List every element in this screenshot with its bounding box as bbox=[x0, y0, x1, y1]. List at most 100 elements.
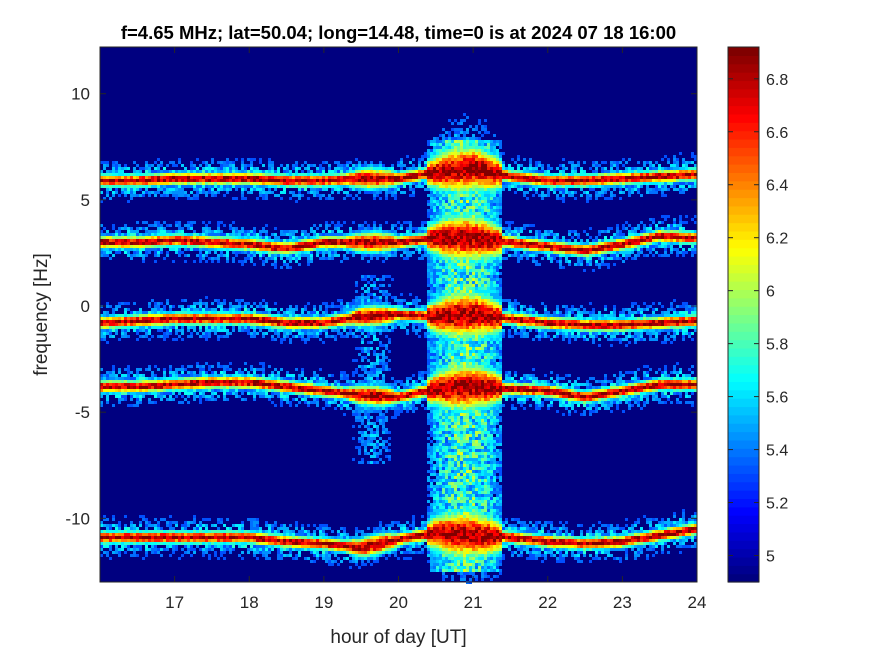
colorbar-step bbox=[728, 406, 759, 416]
heatmap-cells bbox=[100, 113, 697, 584]
heatmap-cells bbox=[100, 128, 697, 572]
colorbar-step bbox=[728, 515, 759, 525]
colorbar-step bbox=[728, 481, 759, 491]
y-tick-label: -10 bbox=[65, 509, 90, 528]
x-axis-label: hour of day [UT] bbox=[330, 627, 466, 648]
colorbar-step bbox=[728, 138, 759, 148]
y-axis: 10 5 0 -5 -10 bbox=[65, 85, 697, 528]
colorbar-step bbox=[728, 264, 759, 274]
colorbar-step bbox=[728, 113, 759, 123]
chart-title: f=4.65 MHz; lat=50.04; long=14.48, time=… bbox=[121, 22, 676, 43]
colorbar-step bbox=[728, 72, 759, 82]
colorbar-step bbox=[728, 398, 759, 408]
x-tick-label: 19 bbox=[314, 593, 333, 612]
colorbar-step bbox=[728, 356, 759, 366]
colorbar-step bbox=[728, 423, 759, 433]
colorbar-step bbox=[728, 331, 759, 341]
y-tick-label: 10 bbox=[71, 85, 90, 104]
colorbar-step bbox=[728, 540, 759, 550]
colorbar: 6.8 6.6 6.4 6.2 6 5.8 5.6 5.4 5.2 5 bbox=[727, 46, 788, 583]
x-tick-label: 23 bbox=[613, 593, 632, 612]
colorbar-step bbox=[728, 180, 759, 190]
colorbar-tick-label: 6.6 bbox=[766, 125, 788, 142]
x-tick-label: 24 bbox=[688, 593, 707, 612]
colorbar-step bbox=[728, 289, 759, 299]
colorbar-step bbox=[728, 339, 759, 349]
colorbar-tick-label: 5.8 bbox=[766, 337, 788, 354]
heatmap-cells bbox=[100, 161, 694, 551]
colorbar-step bbox=[728, 55, 759, 65]
colorbar-step bbox=[728, 490, 759, 500]
colorbar-step bbox=[728, 281, 759, 291]
colorbar-step bbox=[728, 498, 759, 508]
colorbar-step bbox=[728, 364, 759, 374]
x-tick-label: 21 bbox=[464, 593, 483, 612]
plot-area: 17 18 19 20 21 22 23 24 10 5 0 -5 -10 bbox=[65, 46, 706, 612]
colorbar-ticks: 6.8 6.6 6.4 6.2 6 5.8 5.6 5.4 5.2 5 bbox=[728, 72, 788, 566]
colorbar-tick-label: 6.4 bbox=[766, 178, 788, 195]
colorbar-step bbox=[728, 314, 759, 324]
colorbar-step bbox=[728, 80, 759, 90]
colorbar-step bbox=[728, 573, 759, 583]
colorbar-step bbox=[728, 147, 759, 157]
colorbar-step bbox=[728, 222, 759, 232]
colorbar-step bbox=[728, 322, 759, 332]
heatmap-cells bbox=[100, 140, 688, 572]
colorbar-step bbox=[728, 439, 759, 449]
colorbar-step bbox=[728, 205, 759, 215]
colorbar-step bbox=[728, 172, 759, 182]
x-tick-label: 22 bbox=[538, 593, 557, 612]
colorbar-step bbox=[728, 88, 759, 98]
colorbar-frame bbox=[727, 46, 760, 583]
colorbar-step bbox=[728, 556, 759, 566]
colorbar-step bbox=[728, 464, 759, 474]
colorbar-step bbox=[728, 448, 759, 458]
colorbar-step bbox=[728, 381, 759, 391]
colorbar-step bbox=[728, 565, 759, 575]
heatmap-cells bbox=[100, 143, 697, 572]
colorbar-tick-label: 6.2 bbox=[766, 231, 788, 248]
y-tick-label: 0 bbox=[81, 297, 90, 316]
x-tick-label: 20 bbox=[389, 593, 408, 612]
colorbar-step bbox=[728, 214, 759, 224]
colorbar-step bbox=[728, 239, 759, 249]
colorbar-tick-label: 5.6 bbox=[766, 390, 788, 407]
colorbar-step bbox=[728, 189, 759, 199]
colorbar-step bbox=[728, 431, 759, 441]
colorbar-step bbox=[728, 155, 759, 165]
colorbar-step bbox=[728, 130, 759, 140]
figure-title: f=4.65 MHz; lat=50.04; long=14.48, time=… bbox=[121, 22, 676, 43]
colorbar-step bbox=[728, 347, 759, 357]
colorbar-step bbox=[728, 473, 759, 483]
colorbar-step bbox=[728, 373, 759, 382]
colorbar-tick-label: 5 bbox=[766, 549, 775, 566]
colorbar-step bbox=[728, 63, 759, 73]
colorbar-step bbox=[728, 255, 759, 265]
colorbar-step bbox=[728, 306, 759, 316]
colorbar-step bbox=[728, 47, 759, 56]
colorbar-step bbox=[728, 197, 759, 207]
x-axis: 17 18 19 20 21 22 23 24 bbox=[165, 47, 706, 612]
colorbar-step bbox=[728, 272, 759, 282]
colorbar-step bbox=[728, 531, 759, 541]
x-tick-label: 18 bbox=[240, 593, 259, 612]
colorbar-step bbox=[728, 523, 759, 533]
colorbar-gradient bbox=[728, 47, 759, 583]
y-tick-label: -5 bbox=[75, 403, 90, 422]
colorbar-step bbox=[728, 97, 759, 107]
y-axis-label: frequency [Hz] bbox=[31, 253, 52, 376]
colorbar-step bbox=[728, 230, 759, 240]
y-tick-label: 5 bbox=[81, 191, 90, 210]
colorbar-step bbox=[728, 414, 759, 424]
colorbar-step bbox=[728, 548, 759, 558]
colorbar-step bbox=[728, 105, 759, 115]
colorbar-tick-label: 6.8 bbox=[766, 72, 788, 89]
heatmap-cells bbox=[103, 140, 676, 572]
colorbar-tick-label: 6 bbox=[766, 284, 775, 301]
heatmap-layer bbox=[100, 113, 697, 584]
colorbar-tick-label: 5.2 bbox=[766, 496, 788, 513]
colorbar-step bbox=[728, 297, 759, 307]
colorbar-step bbox=[728, 389, 759, 399]
colorbar-step bbox=[728, 506, 759, 516]
